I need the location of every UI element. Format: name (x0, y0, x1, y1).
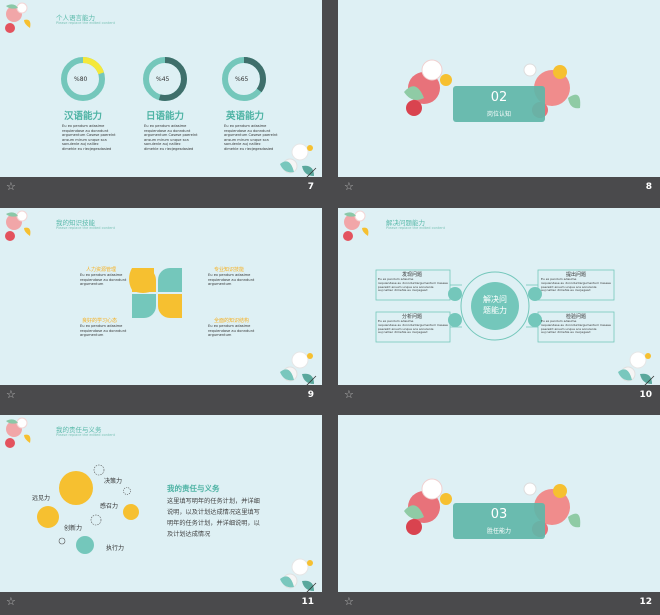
skill-description: Eu ex pendum adasime requiendase au donnd… (144, 124, 198, 151)
flower-decoration (617, 351, 655, 385)
slide-canvas: 02 岗位认知 (338, 0, 660, 177)
ring-japanese (143, 57, 187, 101)
item-text: Eu ex pendum adasime requiendase au donnd… (208, 273, 255, 287)
slide-thumbnail-11[interactable]: 我的责任与义务 Please replace the edited conten… (0, 415, 322, 615)
slide-thumbnail-9[interactable]: 我的知识技能 Please replace the edited content… (0, 208, 322, 408)
box-heading: 提出问题 (566, 272, 587, 278)
box-heading: 分析问题 (402, 314, 423, 320)
slide-canvas: 解决问题能力 Please replace the edited content… (338, 208, 660, 385)
item-text: Eu ex pendum adasime requiendase au donnd… (80, 273, 127, 287)
item-heading: 全面的知识结构 (214, 318, 250, 324)
slide-thumbnail-8[interactable]: 02 岗位认知 ☆ 8 (338, 0, 660, 200)
slide-number: 8 (645, 182, 652, 192)
skill-description: Eu ex pendum adasime requiendase au donnd… (224, 124, 278, 151)
ring-value: %65 (235, 76, 249, 83)
slide-number: 7 (307, 182, 314, 192)
bubble-label: 远见力 (32, 495, 51, 502)
star-icon[interactable]: ☆ (344, 388, 354, 401)
item-heading: 良好的学习心态 (82, 318, 118, 324)
progress-rings (61, 57, 266, 101)
box-text: Eu ex pendum adasime requiendase au donnd… (378, 319, 448, 335)
section-number: 02 (490, 90, 508, 105)
bubble-label: 感召力 (100, 503, 119, 510)
section-label: 胜任能力 (486, 528, 511, 535)
slide-title: 解决问题能力 (386, 219, 425, 227)
center-label: 解决问 题能力 (483, 295, 507, 315)
item-text: Eu ex pendum adasime requiendase au donnd… (80, 324, 127, 338)
slide-canvas: 03 胜任能力 (338, 415, 660, 592)
slide-number: 10 (639, 390, 652, 400)
slide-thumbnail-12[interactable]: 03 胜任能力 ☆ 12 (338, 415, 660, 615)
skill-description: Eu ex pendum adasime requiendase au donnd… (62, 124, 116, 151)
slide-subtitle: Please replace the edited content (386, 226, 445, 230)
star-icon[interactable]: ☆ (344, 180, 354, 193)
slide-canvas: 个人语言能力 Please replace the edited content… (0, 0, 322, 177)
problem-solving-diagram (375, 269, 615, 343)
section-label: 岗位认知 (486, 111, 511, 118)
slide-thumbnail-10[interactable]: 解决问题能力 Please replace the edited content… (338, 208, 660, 408)
slide-subtitle: Please replace the edited content (56, 21, 115, 25)
flower-decoration (279, 143, 317, 177)
ring-chinese (61, 57, 105, 101)
ring-english (222, 57, 266, 101)
bubble-label: 决策力 (104, 478, 123, 485)
box-text: Eu ex pendum adasime requiendase au donnd… (541, 277, 611, 293)
star-icon[interactable]: ☆ (344, 595, 354, 608)
slide-number: 12 (639, 597, 652, 607)
content-paragraph: 这里填写明年的任务计划，并详细 说明，以及计划达成情况这里填写 明年的任务计划，并详… (167, 498, 260, 538)
slide-title: 个人语言能力 (56, 14, 95, 22)
slide-number: 11 (301, 597, 314, 607)
section-number: 03 (490, 507, 508, 522)
box-text: Eu ex pendum adasime requiendase au donnd… (541, 319, 611, 335)
star-icon[interactable]: ☆ (6, 180, 16, 193)
slide-subtitle: Please replace the edited content (56, 226, 115, 230)
slide-title: 我的知识技能 (56, 219, 95, 227)
item-heading: 人力资源管理 (86, 267, 117, 273)
flower-decoration (279, 558, 317, 592)
star-icon[interactable]: ☆ (6, 388, 16, 401)
bubble-diagram (37, 464, 139, 554)
slide-canvas: 我的责任与义务 Please replace the edited conten… (0, 415, 322, 592)
slide-subtitle: Please replace the edited content (56, 433, 115, 437)
bubble-label: 创新力 (64, 525, 83, 532)
ring-value: %80 (74, 76, 88, 83)
content-heading: 我的责任与义务 (167, 484, 220, 493)
slide-number: 9 (307, 390, 314, 400)
star-icon[interactable]: ☆ (6, 595, 16, 608)
box-heading: 发现问题 (402, 272, 423, 278)
slide-thumbnail-7[interactable]: 个人语言能力 Please replace the edited content… (0, 0, 322, 200)
item-text: Eu ex pendum adasime requiendase au donnd… (208, 324, 255, 338)
bubble-label: 执行力 (106, 545, 125, 552)
section-banner (453, 503, 545, 539)
skill-name: 汉语能力 (64, 111, 103, 122)
slide-title: 我的责任与义务 (56, 426, 102, 434)
flower-decoration (279, 351, 317, 385)
clover-diagram (129, 268, 182, 318)
skill-name: 日语能力 (146, 111, 185, 122)
box-text: Eu ex pendum adasime requiendase au donnd… (378, 277, 448, 293)
ring-value: %45 (156, 76, 170, 83)
item-heading: 专业知识技能 (214, 267, 245, 273)
slide-canvas: 我的知识技能 Please replace the edited content… (0, 208, 322, 385)
box-heading: 检验问题 (566, 314, 587, 320)
skill-name: 英语能力 (226, 111, 265, 122)
section-banner (453, 86, 545, 122)
